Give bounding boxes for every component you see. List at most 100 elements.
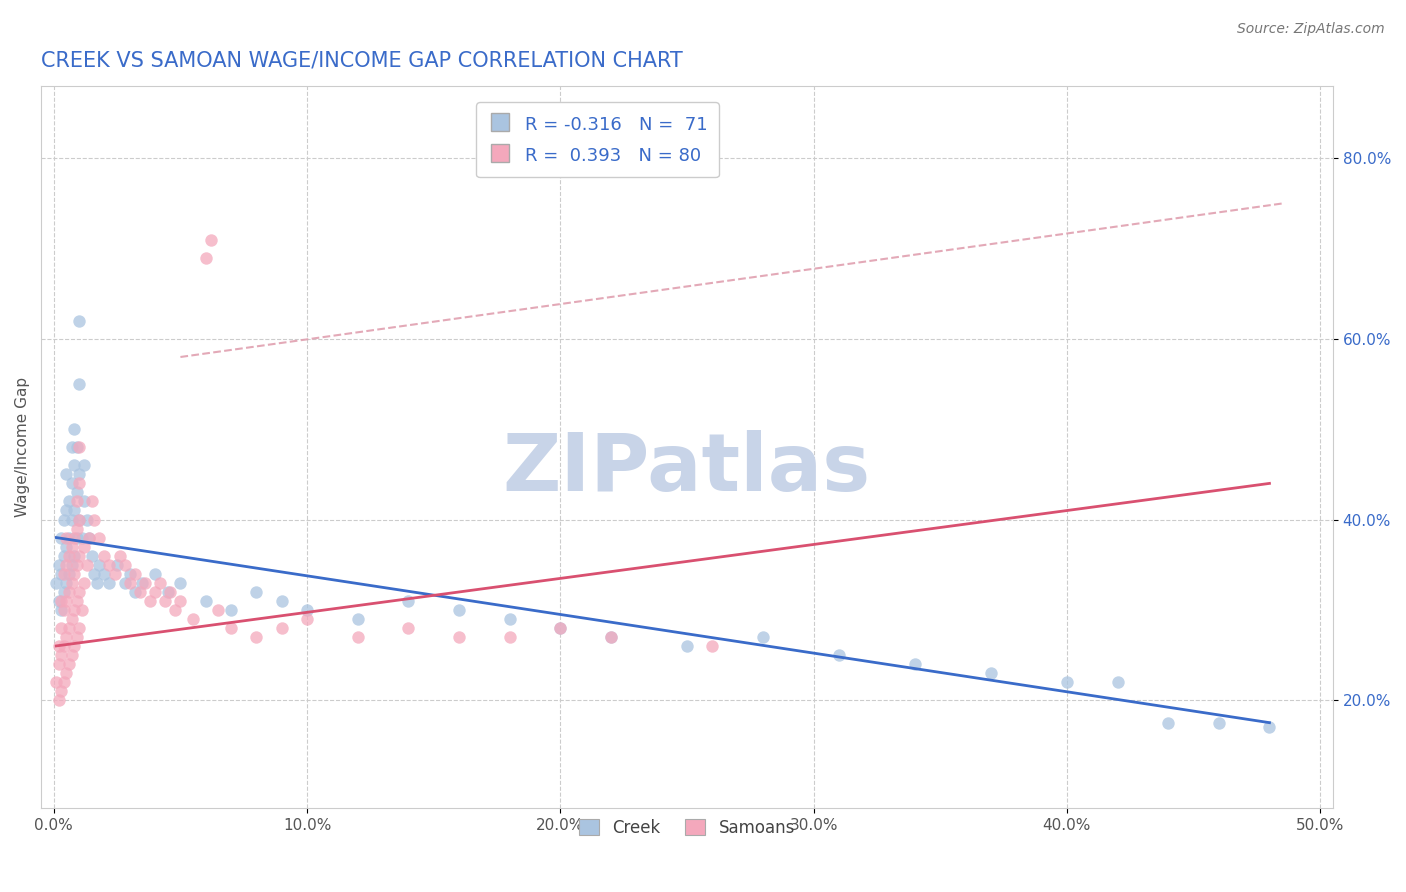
Point [103,566,125,581]
Point [60,558,83,572]
Point [52,639,75,653]
Point [48,594,70,608]
Point [63,566,86,581]
Point [65,630,87,644]
Point [194,594,217,608]
Point [447,603,470,617]
Point [80,549,103,563]
Point [58,531,80,545]
Point [55,594,77,608]
Point [55,575,77,590]
Point [51,603,73,617]
Point [67,512,90,526]
Point [165,603,187,617]
Point [55,665,77,680]
Point [702,639,724,653]
Point [73,540,96,554]
Point [63,531,86,545]
Point [270,621,292,635]
Point [52,512,75,526]
Point [52,603,75,617]
Y-axis label: Wage/Income Gap: Wage/Income Gap [15,377,30,517]
Point [124,584,146,599]
Point [60,440,83,454]
Point [65,440,87,454]
Text: Source: ZipAtlas.com: Source: ZipAtlas.com [1237,22,1385,37]
Point [67,440,90,454]
Point [194,251,217,265]
Point [346,612,368,626]
Point [124,566,146,581]
Point [156,584,179,599]
Point [63,458,86,473]
Point [498,630,520,644]
Point [498,612,520,626]
Point [67,549,90,563]
Point [67,314,90,328]
Point [65,485,87,500]
Point [76,558,98,572]
Point [108,549,131,563]
Point [58,494,80,508]
Point [752,630,775,644]
Point [77,531,100,545]
Point [63,639,86,653]
Point [67,377,90,392]
Point [45,575,67,590]
Point [207,603,229,617]
Point [134,575,156,590]
Point [1208,715,1230,730]
Point [828,648,851,662]
Point [93,549,115,563]
Point [52,584,75,599]
Point [80,494,103,508]
Point [77,531,100,545]
Point [51,594,73,608]
Point [155,594,177,608]
Point [86,575,108,590]
Point [73,458,96,473]
Point [149,575,172,590]
Point [48,657,70,671]
Point [1258,720,1281,734]
Point [58,566,80,581]
Point [48,693,70,707]
Point [118,575,141,590]
Point [76,512,98,526]
Point [51,566,73,581]
Point [270,594,292,608]
Point [114,558,136,572]
Point [52,566,75,581]
Point [67,467,90,482]
Point [295,612,318,626]
Point [89,558,111,572]
Point [73,494,96,508]
Point [93,566,115,581]
Point [73,575,96,590]
Point [550,621,572,635]
Point [181,612,204,626]
Point [55,558,77,572]
Point [98,575,121,590]
Point [58,549,80,563]
Point [1157,715,1180,730]
Point [67,584,90,599]
Point [67,512,90,526]
Point [51,531,73,545]
Point [83,566,105,581]
Point [55,531,77,545]
Point [58,657,80,671]
Point [245,584,267,599]
Point [48,639,70,653]
Text: CREEK VS SAMOAN WAGE/INCOME GAP CORRELATION CHART: CREEK VS SAMOAN WAGE/INCOME GAP CORRELAT… [41,51,683,70]
Point [67,476,90,491]
Point [60,648,83,662]
Point [55,540,77,554]
Point [60,575,83,590]
Text: ZIPatlas: ZIPatlas [503,430,872,508]
Point [63,503,86,517]
Point [550,621,572,635]
Point [169,594,191,608]
Point [143,566,166,581]
Point [65,531,87,545]
